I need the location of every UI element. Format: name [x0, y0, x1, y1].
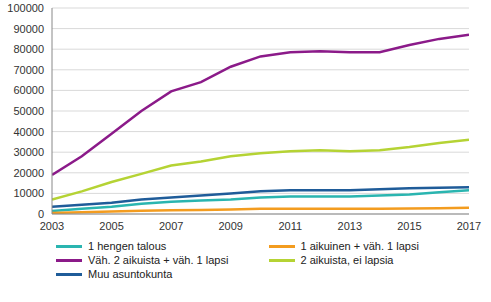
svg-text:2005: 2005 — [99, 220, 123, 232]
html-text:Väh. 2 aikuista + väh. 1 lapsi: Väh. 2 aikuista + väh. 1 lapsi — [88, 254, 229, 266]
svg-text:0: 0 — [38, 208, 44, 220]
svg-text:70000: 70000 — [13, 64, 44, 76]
svg-text:10000: 10000 — [13, 187, 44, 199]
svg-text:20000: 20000 — [13, 167, 44, 179]
svg-text:2015: 2015 — [397, 220, 421, 232]
svg-text:30000: 30000 — [13, 146, 44, 158]
svg-text:2011: 2011 — [278, 220, 302, 232]
html-text:Muu asuntokunta: Muu asuntokunta — [88, 268, 173, 280]
svg-text:40000: 40000 — [13, 126, 44, 138]
html-text:1 aikuinen + väh. 1 lapsi: 1 aikuinen + väh. 1 lapsi — [300, 240, 419, 252]
svg-text:2009: 2009 — [218, 220, 242, 232]
svg-text:100000: 100000 — [8, 2, 44, 14]
html-text:1 hengen talous: 1 hengen talous — [88, 240, 167, 252]
svg-text:60000: 60000 — [13, 84, 44, 96]
svg-text:80000: 80000 — [13, 43, 44, 55]
svg-text:2003: 2003 — [40, 220, 64, 232]
svg-text:2013: 2013 — [338, 220, 362, 232]
svg-text:90000: 90000 — [13, 23, 44, 35]
html-text:2 aikuista, ei lapsia: 2 aikuista, ei lapsia — [300, 254, 394, 266]
svg-text:2017: 2017 — [457, 220, 481, 232]
svg-text:50000: 50000 — [13, 105, 44, 117]
svg-text:2007: 2007 — [159, 220, 183, 232]
